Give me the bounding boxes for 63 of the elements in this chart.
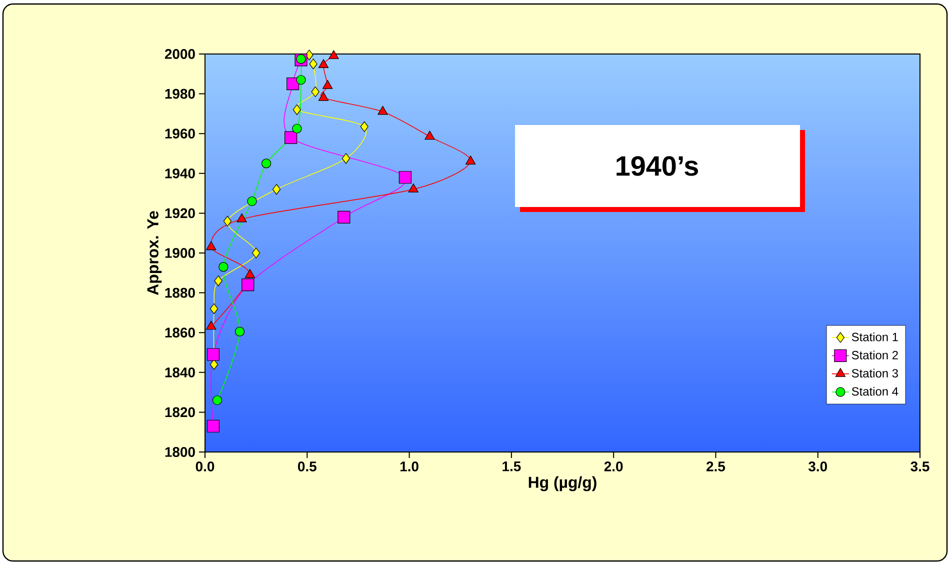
point	[322, 80, 333, 89]
point	[252, 248, 260, 258]
point	[378, 106, 388, 115]
legend-label: Station 4	[852, 386, 898, 396]
x-tick-label: 1.5	[502, 462, 521, 472]
point	[236, 213, 247, 222]
y-tick-label: 1940	[165, 168, 195, 178]
point	[328, 50, 339, 60]
point	[408, 184, 418, 192]
y-tick-label: 1800	[165, 447, 195, 457]
x-tick-label: 3.5	[910, 462, 930, 472]
point	[284, 131, 298, 144]
point	[206, 241, 216, 250]
point	[296, 75, 306, 85]
y-tick-label: 1960	[165, 128, 195, 139]
point	[261, 158, 272, 168]
point	[206, 320, 216, 330]
point	[296, 54, 306, 64]
y-tick-label: 1980	[165, 88, 195, 99]
y-tick-label: 1840	[165, 367, 195, 378]
point	[212, 395, 222, 406]
point	[242, 278, 254, 292]
point	[206, 420, 220, 432]
point	[360, 121, 368, 132]
point	[247, 196, 257, 206]
point	[311, 86, 320, 98]
point	[218, 262, 228, 272]
point	[234, 326, 245, 336]
x-tick-label: 0.5	[298, 462, 316, 472]
legend-label: Station 3	[852, 368, 898, 378]
y-tick-label: 1920	[165, 208, 195, 218]
point	[272, 184, 281, 195]
point	[244, 269, 256, 278]
point	[466, 156, 476, 165]
point	[223, 216, 232, 226]
y-tick-label: 1820	[165, 407, 195, 418]
point	[210, 359, 218, 370]
point	[318, 59, 329, 68]
y-tick-label: 1900	[165, 248, 195, 258]
x-tick-label: 2.5	[706, 462, 726, 472]
point	[424, 130, 435, 140]
annotation: 1940’s	[616, 156, 698, 176]
legend-label: Station 1	[852, 332, 898, 342]
point	[292, 124, 302, 134]
y-tick-label: 2000	[164, 49, 195, 59]
point	[342, 153, 350, 164]
y-axis-title: Approx. Ye	[147, 211, 162, 295]
point	[309, 58, 318, 70]
x-tick-label: 2.0	[604, 462, 623, 472]
y-tick-label: 1880	[165, 288, 195, 298]
point	[338, 210, 350, 224]
point	[398, 171, 412, 184]
x-tick-label: 1.0	[400, 462, 418, 472]
legend-label: Station 2	[852, 350, 898, 360]
point	[206, 348, 220, 361]
point	[292, 104, 301, 116]
point	[318, 92, 329, 101]
x-tick-label: 0.0	[196, 462, 214, 472]
y-tick-label: 1860	[165, 328, 195, 338]
point	[210, 303, 218, 314]
x-axis-title: Hg (µg/g)	[528, 476, 596, 492]
point	[214, 276, 222, 286]
x-tick-label: 3.0	[808, 462, 827, 472]
